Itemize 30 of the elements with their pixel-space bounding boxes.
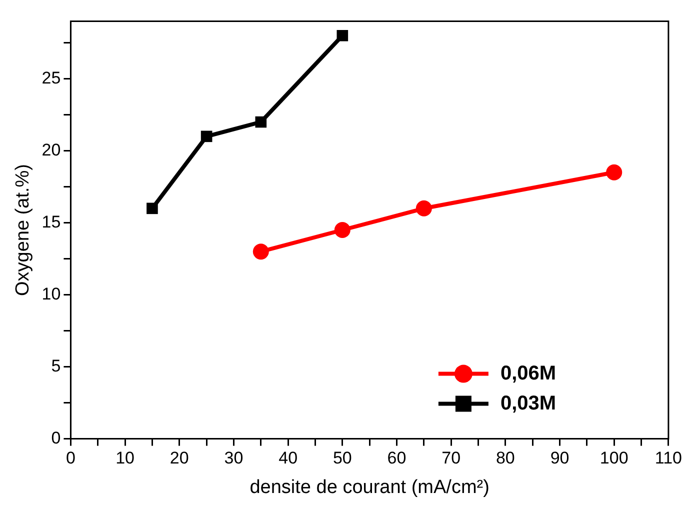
x-tick-label: 90	[550, 448, 570, 468]
y-tick-label: 25	[42, 68, 61, 88]
point	[252, 244, 269, 260]
x-tick-label: 0	[66, 448, 76, 468]
x-tick-label: 70	[442, 448, 461, 468]
point	[416, 200, 432, 216]
x-tick-label: 100	[600, 448, 628, 468]
x-tick-label: 10	[116, 448, 135, 468]
y-tick-label: 10	[42, 284, 61, 304]
legend-label: 0,06M	[500, 362, 556, 384]
point	[334, 222, 350, 238]
y-tick-label: 15	[42, 212, 61, 232]
point	[255, 116, 267, 128]
x-tick-label: 60	[387, 448, 406, 468]
point	[336, 30, 348, 42]
x-tick-label: 40	[278, 448, 298, 468]
y-tick-label: 5	[51, 356, 61, 376]
x-tick-label: 30	[224, 448, 244, 468]
point	[200, 130, 212, 142]
legend-label: 0,03M	[500, 392, 556, 414]
y-tick-label: 0	[51, 428, 61, 448]
x-tick-label: 80	[496, 448, 515, 468]
x-tick-label: 20	[170, 448, 189, 468]
x-axis-title: densite de courant (mA/cm²)	[250, 476, 490, 498]
x-tick-label: 50	[332, 448, 352, 468]
x-tick-label: 110	[654, 448, 682, 468]
y-axis-title: Oxygene (at.%)	[12, 164, 34, 296]
point	[146, 202, 158, 214]
point	[606, 164, 622, 180]
y-tick-label: 20	[42, 140, 61, 160]
